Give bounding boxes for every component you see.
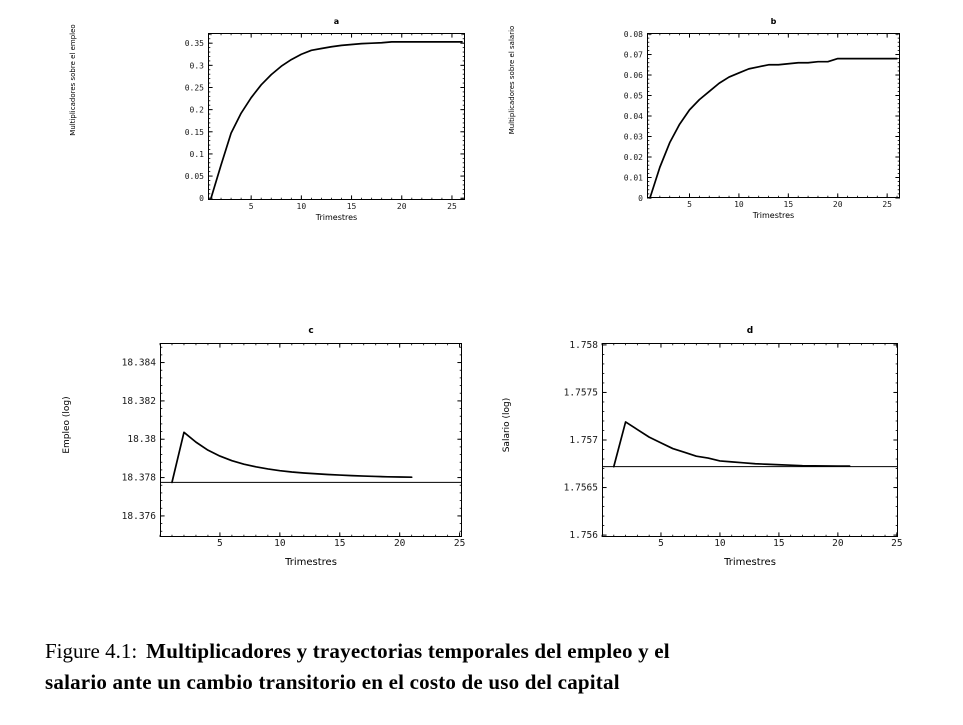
chart-c-title: c	[308, 326, 314, 336]
svg-text:0.06: 0.06	[624, 71, 643, 80]
svg-text:0.2: 0.2	[190, 106, 205, 115]
chart-d-plot-area: 5 10 15 20 25 1.756 1.7565 1.757 1.7575 1.758	[564, 340, 903, 549]
svg-text:25: 25	[882, 200, 892, 209]
svg-text:25: 25	[891, 538, 902, 549]
svg-text:0: 0	[638, 194, 643, 203]
svg-text:10: 10	[734, 200, 744, 209]
chart-c-plot-area: 5 10 15 20 25 18.376 18.378 18.38 18.382 18.384	[122, 343, 465, 549]
chart-a-x-axis-label: Trimestres	[315, 213, 358, 222]
svg-text:1.756: 1.756	[569, 530, 598, 541]
svg-text:0.1: 0.1	[190, 150, 205, 159]
chart-c-x-axis-label: Trimestres	[285, 557, 337, 568]
svg-text:20: 20	[397, 202, 407, 211]
chart-a-title: a	[333, 17, 340, 26]
svg-text:18.378: 18.378	[122, 473, 157, 484]
caption-line-1: Figure 4.1: Multiplicadores y trayectoria…	[45, 636, 905, 667]
chart-b-y-axis-label: Multiplicadores sobre el salario	[508, 25, 516, 135]
chart-c: c Empleo (log) Trimestres 5 10 15 20 25 18.37…	[62, 326, 465, 568]
svg-text:0.04: 0.04	[624, 112, 643, 121]
chart-b-title: b	[770, 17, 777, 26]
svg-text:0.3: 0.3	[190, 61, 205, 70]
svg-text:25: 25	[454, 538, 465, 549]
chart-d-title: d	[746, 326, 754, 336]
chart-b-plot-area: 5 10 15 20 25 0 0.01 0.02 0.03 0.04 0.05 0.06 0.07 0.…	[624, 30, 900, 209]
svg-text:0: 0	[199, 194, 204, 203]
svg-text:0.03: 0.03	[624, 133, 643, 142]
svg-text:20: 20	[832, 538, 844, 549]
chart-d-y-axis-label: Salario (log)	[502, 397, 512, 453]
svg-text:10: 10	[274, 538, 286, 549]
svg-text:0.01: 0.01	[624, 174, 643, 183]
chart-d: d Salario (log) Trimestres 5 10 15 20 25 1.75…	[502, 326, 903, 568]
figure-number-label: Figure 4.1:	[45, 639, 138, 663]
svg-text:10: 10	[714, 538, 726, 549]
svg-text:18.376: 18.376	[122, 511, 157, 522]
figure-caption: Figure 4.1: Multiplicadores y trayectoria…	[45, 636, 905, 698]
svg-text:10: 10	[297, 202, 307, 211]
svg-text:20: 20	[833, 200, 843, 209]
svg-text:1.7565: 1.7565	[564, 483, 598, 494]
svg-text:15: 15	[347, 202, 357, 211]
svg-text:0.07: 0.07	[624, 51, 643, 60]
svg-text:15: 15	[784, 200, 794, 209]
svg-text:0.25: 0.25	[185, 83, 204, 92]
svg-text:1.758: 1.758	[569, 340, 598, 351]
caption-text-line2: salario ante un cambio transitorio en el…	[45, 670, 620, 694]
svg-text:5: 5	[687, 200, 692, 209]
chart-c-y-axis-label: Empleo (log)	[62, 396, 72, 454]
svg-text:0.05: 0.05	[185, 172, 204, 181]
svg-text:1.7575: 1.7575	[564, 387, 598, 398]
svg-text:20: 20	[394, 538, 406, 549]
svg-text:18.384: 18.384	[122, 358, 157, 369]
svg-text:5: 5	[249, 202, 254, 211]
svg-text:18.382: 18.382	[122, 396, 156, 407]
svg-text:5: 5	[217, 538, 223, 549]
chart-d-x-axis-label: Trimestres	[724, 557, 776, 568]
svg-text:5: 5	[658, 538, 664, 549]
svg-text:0.15: 0.15	[185, 128, 204, 137]
svg-text:0.35: 0.35	[185, 39, 204, 48]
svg-text:0.05: 0.05	[624, 92, 643, 101]
svg-text:0.08: 0.08	[624, 30, 643, 39]
chart-a-y-axis-label: Multiplicadores sobre el empleo	[69, 24, 77, 136]
svg-text:25: 25	[447, 202, 457, 211]
svg-text:15: 15	[334, 538, 345, 549]
chart-b: b Multiplicadores sobre el salario Trime…	[508, 17, 900, 220]
chart-a: a Multiplicadores sobre el empleo Trimes…	[69, 17, 465, 222]
svg-text:0.02: 0.02	[624, 153, 643, 162]
svg-text:1.757: 1.757	[569, 435, 598, 446]
chart-b-x-axis-label: Trimestres	[752, 211, 795, 220]
chart-a-plot-area: 5 10 15 20 25 0 0.05 0.1 0.15 0.2 0.25 0.3 0.35	[185, 33, 465, 211]
svg-text:15: 15	[773, 538, 784, 549]
svg-text:18.38: 18.38	[127, 434, 156, 445]
caption-text-line1: Multiplicadores y trayectorias temporale…	[146, 639, 670, 663]
